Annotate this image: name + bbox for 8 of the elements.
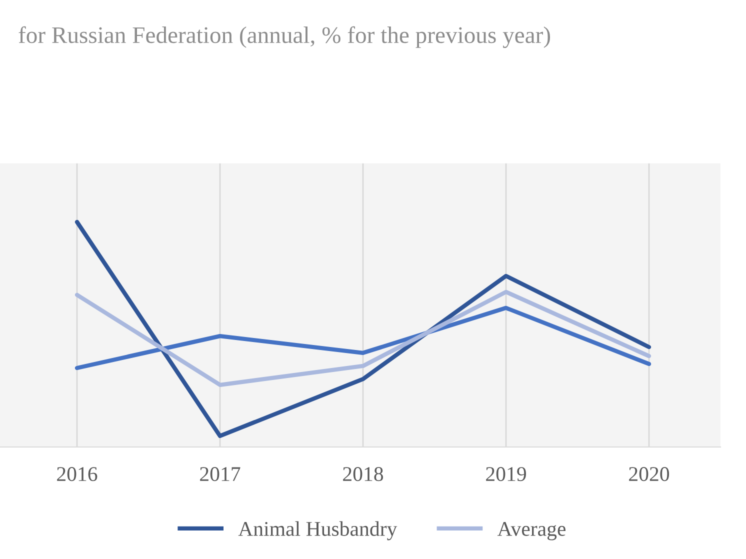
chart-title: for Russian Federation (annual, % for the previous year) — [18, 26, 550, 48]
legend-label: Average — [497, 522, 566, 540]
x-tick-label: 2018 — [343, 467, 384, 482]
x-tick-label: 2019 — [486, 467, 526, 482]
x-tick-label: 2016 — [57, 467, 98, 482]
x-tick-label: 2017 — [200, 467, 240, 482]
legend-label: Animal Husbandry — [238, 521, 398, 540]
x-tick-label: 2020 — [629, 467, 670, 482]
